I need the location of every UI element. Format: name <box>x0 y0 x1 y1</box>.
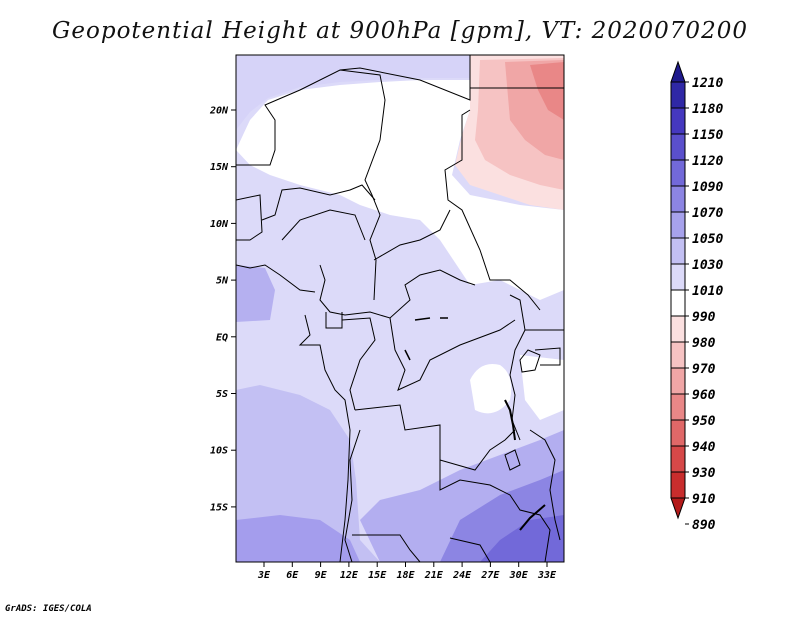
colorbar-label: 1180 <box>692 102 723 117</box>
colorbar-segment <box>670 471 686 499</box>
longitude-axis: 3E 6E 9E 12E 15E 18E 21E 24E 27E 30E 33E <box>257 562 557 581</box>
map-frame <box>235 54 565 563</box>
colorbar-label: 960 <box>692 388 716 403</box>
lat-tick-label: 10S <box>210 446 228 457</box>
field-990-1010-patch <box>470 364 512 414</box>
colorbar-label: 940 <box>692 440 716 455</box>
lon-tick-label: 30E <box>509 570 529 581</box>
river-line <box>404 317 448 361</box>
colorbar-segment <box>670 419 686 447</box>
coastline <box>236 264 316 293</box>
lake-outline <box>504 399 516 441</box>
colorbar-segment <box>670 185 686 213</box>
border-line <box>439 460 551 562</box>
colorbar-label: 1150 <box>692 128 723 143</box>
field-1090-1120 <box>480 515 564 562</box>
colorbar-segment <box>670 211 686 239</box>
colorbar-top-arrow <box>670 60 686 83</box>
lat-tick-label: 15N <box>210 162 229 173</box>
field-990-1010 <box>236 80 564 300</box>
border-line <box>341 317 376 411</box>
border-line <box>261 184 376 221</box>
lake-outline <box>519 504 546 531</box>
lat-tick-label: EQ <box>216 332 228 343</box>
lon-tick-label: 27E <box>480 570 500 581</box>
lon-tick-label: 24E <box>452 570 472 581</box>
lat-tick-label: 5S <box>216 389 228 400</box>
colorbar-segment <box>670 445 686 473</box>
lon-tick-label: 33E <box>537 570 557 581</box>
border-line <box>389 317 516 391</box>
credit-label: GrADS: IGES/COLA <box>5 604 92 614</box>
lat-tick-label: 5N <box>216 276 229 287</box>
colorbar-label: 890 <box>692 518 716 533</box>
colorbar: 1210 1180 1150 1120 1090 1070 1050 1030 1010 990 9… <box>670 60 723 533</box>
chart-title: Geopotential Height at 900hPa [gpm], VT:… <box>52 18 748 44</box>
border-line <box>281 209 366 241</box>
colorbar-segment <box>670 289 686 317</box>
lake-outline <box>519 349 541 373</box>
field-990-1010-east <box>520 355 564 420</box>
colorbar-label: 990 <box>692 310 716 325</box>
colorbar-segment <box>670 315 686 343</box>
lon-tick-label: 15E <box>368 570 387 581</box>
border-line <box>444 109 541 311</box>
colorbar-label: 910 <box>692 492 716 507</box>
lat-tick-label: 20N <box>209 106 229 117</box>
colorbar-segment <box>670 367 686 395</box>
colorbar-segment <box>670 159 686 187</box>
border-line <box>344 429 361 562</box>
colorbar-label: 950 <box>692 414 716 429</box>
border-line <box>449 537 491 562</box>
colorbar-segment <box>670 133 686 161</box>
border-line <box>373 209 451 261</box>
colorbar-label: 980 <box>692 336 716 351</box>
colorbar-segment <box>670 107 686 135</box>
colorbar-segment <box>670 393 686 421</box>
border-line <box>509 294 526 441</box>
border-line <box>504 449 521 471</box>
lat-tick-label: 15S <box>210 502 228 513</box>
coastline <box>298 314 351 562</box>
field-1030-1050-coast <box>236 265 275 322</box>
lon-tick-label: 3E <box>257 570 271 581</box>
colorbar-label: 1070 <box>692 206 723 221</box>
colorbar-label: 1090 <box>692 180 723 195</box>
colorbar-label: 1010 <box>692 284 723 299</box>
latitude-axis: 20N 15N 10N 5N EQ 5S 10S 15S <box>209 106 236 513</box>
colorbar-label: 1030 <box>692 258 723 273</box>
lat-tick-label: 10N <box>210 219 229 230</box>
colorbar-label: 930 <box>692 466 716 481</box>
colorbar-segment <box>670 237 686 265</box>
border-line <box>529 429 561 541</box>
colorbar-label: 1120 <box>692 154 723 169</box>
field-1010-1030-north <box>236 55 470 130</box>
borders <box>236 55 564 562</box>
colorbar-segment <box>670 341 686 369</box>
field-1050-1070-sw <box>236 515 360 562</box>
colorbar-label: 1050 <box>692 232 723 247</box>
border-line <box>339 55 471 101</box>
border-line <box>534 347 561 366</box>
field-950-960 <box>530 62 564 120</box>
colorbar-label: 1210 <box>692 76 723 91</box>
lon-tick-label: 9E <box>315 570 328 581</box>
colorbar-segment <box>670 263 686 291</box>
lon-tick-label: 21E <box>424 570 444 581</box>
colorbar-segment <box>670 81 686 109</box>
lon-tick-label: 12E <box>340 570 359 581</box>
border-line <box>236 194 263 241</box>
colorbar-bottom-arrow <box>670 497 686 520</box>
colorbar-label: 970 <box>692 362 716 377</box>
lon-tick-label: 18E <box>396 570 415 581</box>
border-line <box>236 69 386 301</box>
lon-tick-label: 6E <box>286 570 299 581</box>
border-line <box>352 534 421 562</box>
